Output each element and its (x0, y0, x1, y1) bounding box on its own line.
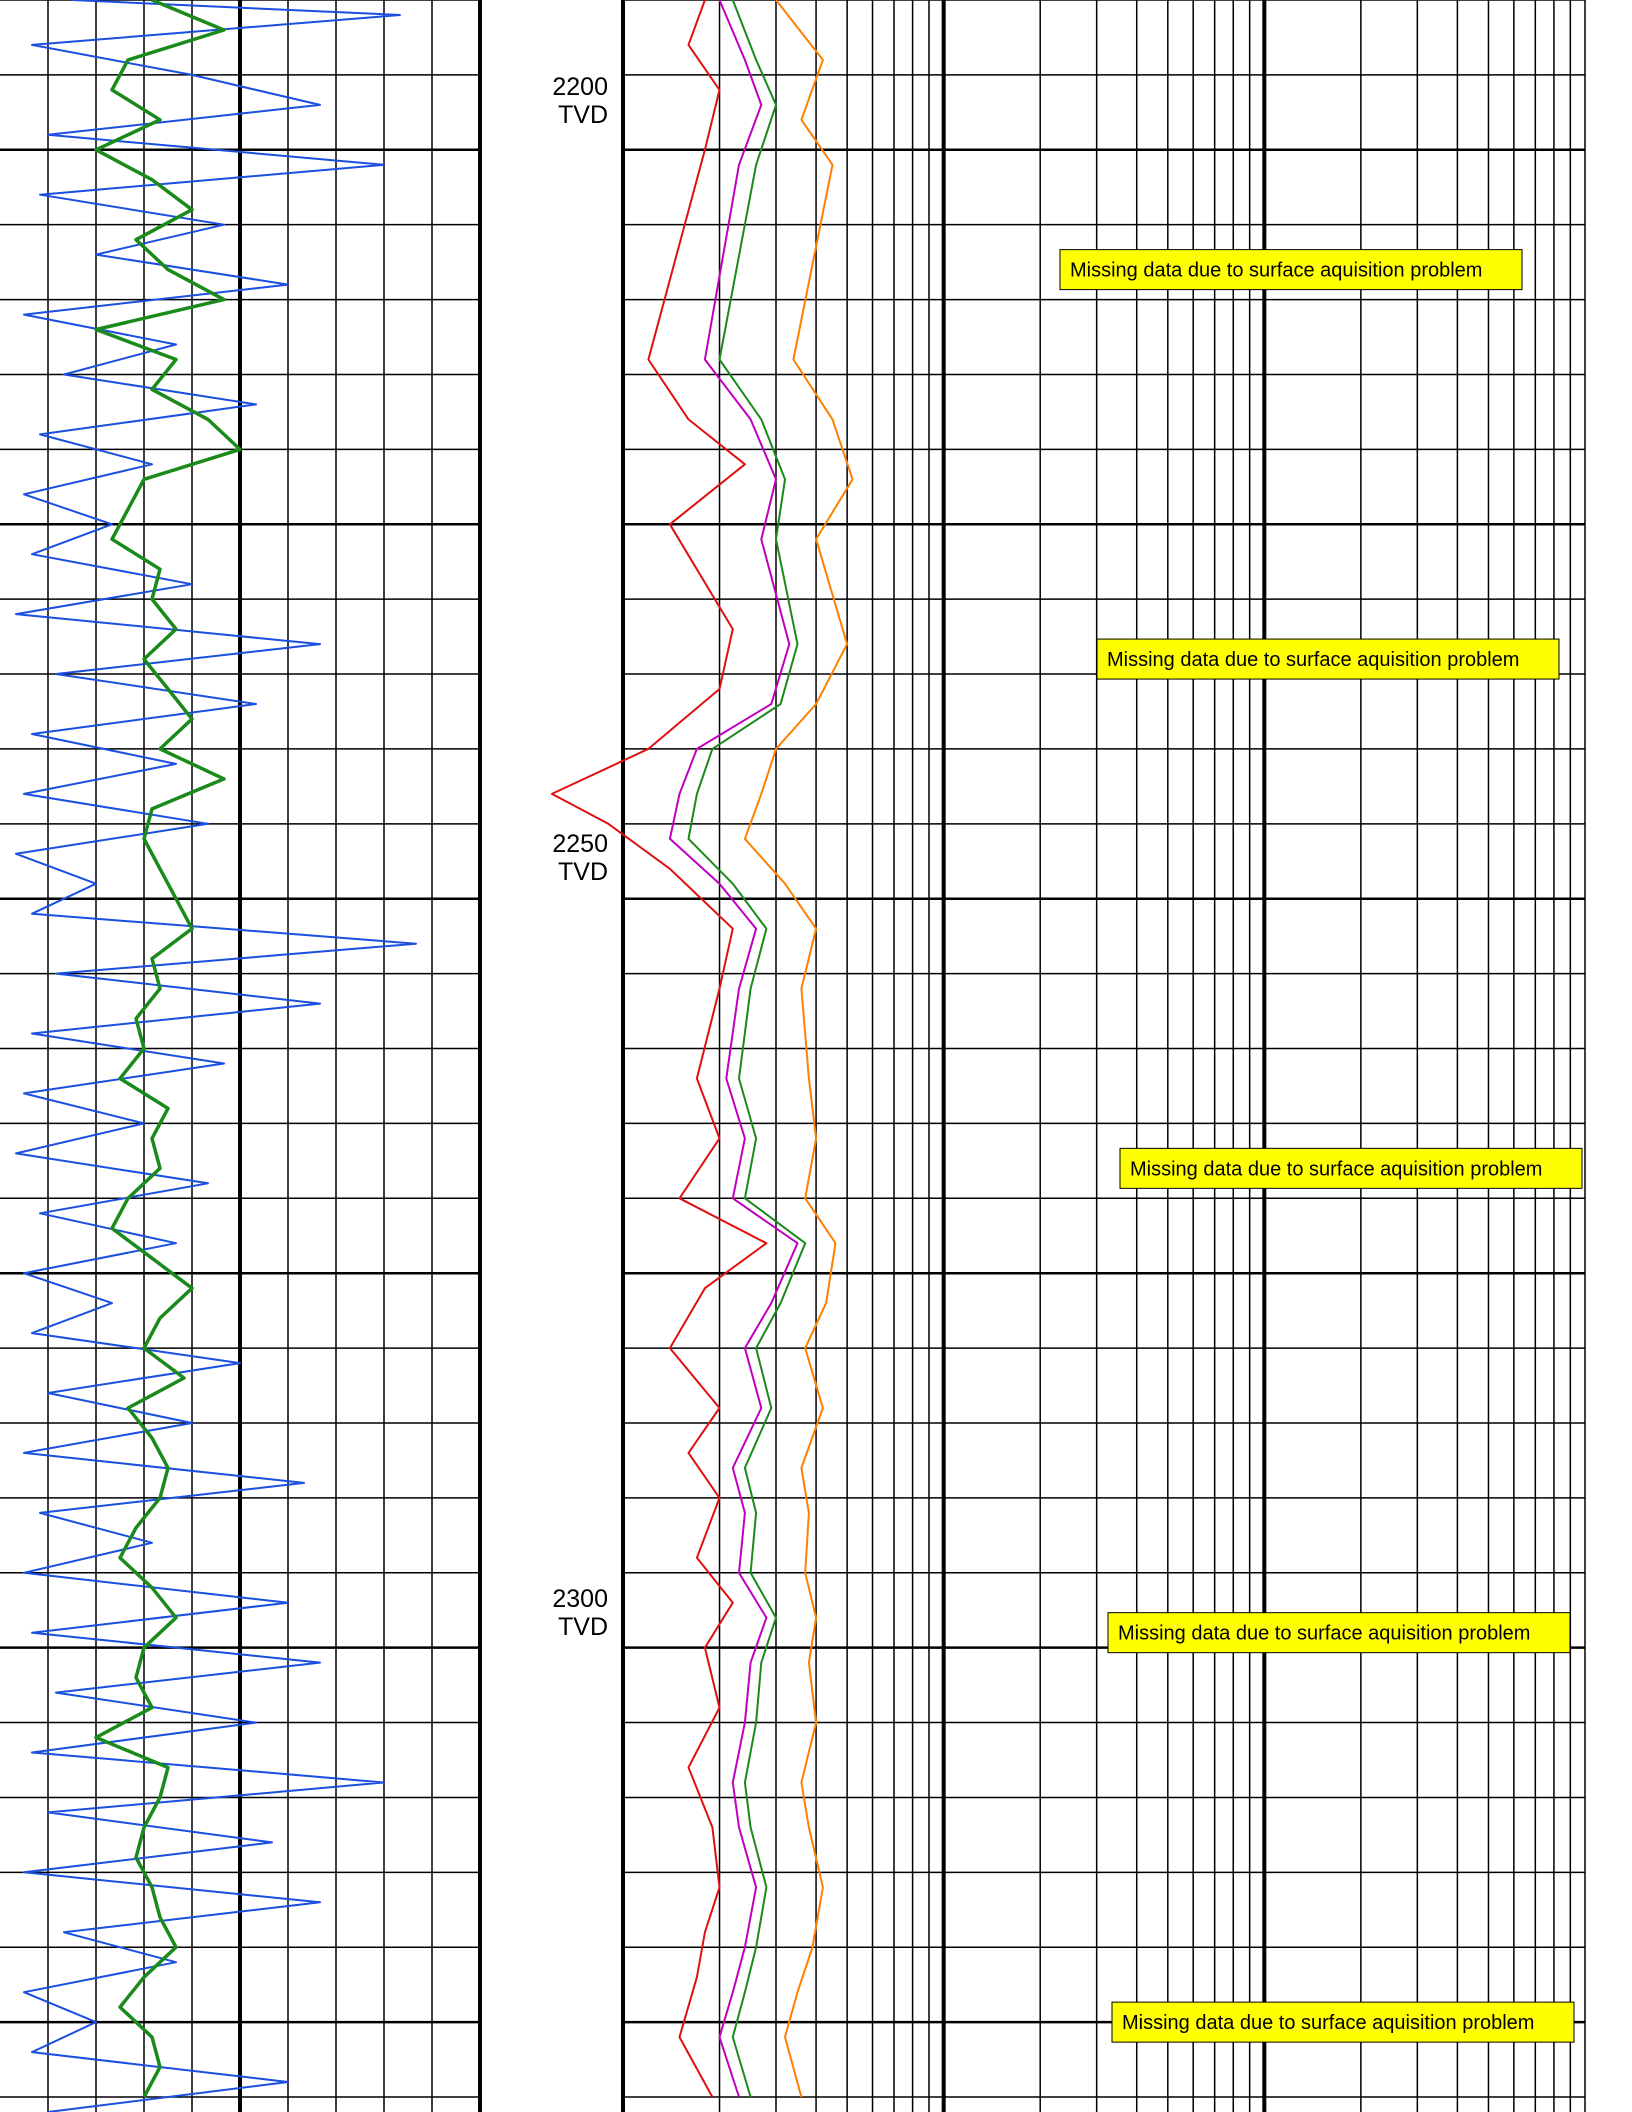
right-track-grid (621, 0, 1586, 2112)
annotation-box-2 (1119, 1147, 1583, 1189)
curve-track1-series1 (668, 0, 799, 2098)
annotation-box-3 (1107, 1612, 1571, 1654)
depth-unit-2250: TVD (558, 858, 608, 886)
annotation-text-0: Missing data due to surface aquisition p… (1070, 260, 1482, 282)
annotation-box-0 (1059, 249, 1523, 291)
depth-unit-2200: TVD (558, 101, 608, 129)
curve-track0-series1 (94, 0, 242, 2098)
curve-track1-series2 (687, 0, 807, 2098)
curve-track1-series3 (743, 0, 854, 2098)
annotation-box-1 (1096, 638, 1560, 680)
curve-track0-series0 (15, 0, 417, 2112)
annotation-text-1: Missing data due to surface aquisition p… (1107, 649, 1519, 671)
left-track-grid (0, 0, 482, 2112)
log-curves (15, 0, 854, 2112)
depth-labels: 2200 TVD 2250 TVD 2300 TVD (552, 73, 608, 1641)
annotation-text-3: Missing data due to surface aquisition p… (1118, 1623, 1530, 1645)
depth-label-2200: 2200 (552, 73, 608, 101)
annotations: Missing data due to surface aquisition p… (1059, 249, 1583, 2043)
annotation-box-4 (1111, 2001, 1575, 2043)
curve-track1-series0 (550, 0, 768, 2098)
depth-label-2250: 2250 (552, 830, 608, 858)
depth-label-2300: 2300 (552, 1585, 608, 1613)
annotation-text-4: Missing data due to surface aquisition p… (1122, 2012, 1534, 2034)
depth-unit-2300: TVD (558, 1613, 608, 1641)
annotation-text-2: Missing data due to surface aquisition p… (1130, 1158, 1542, 1180)
